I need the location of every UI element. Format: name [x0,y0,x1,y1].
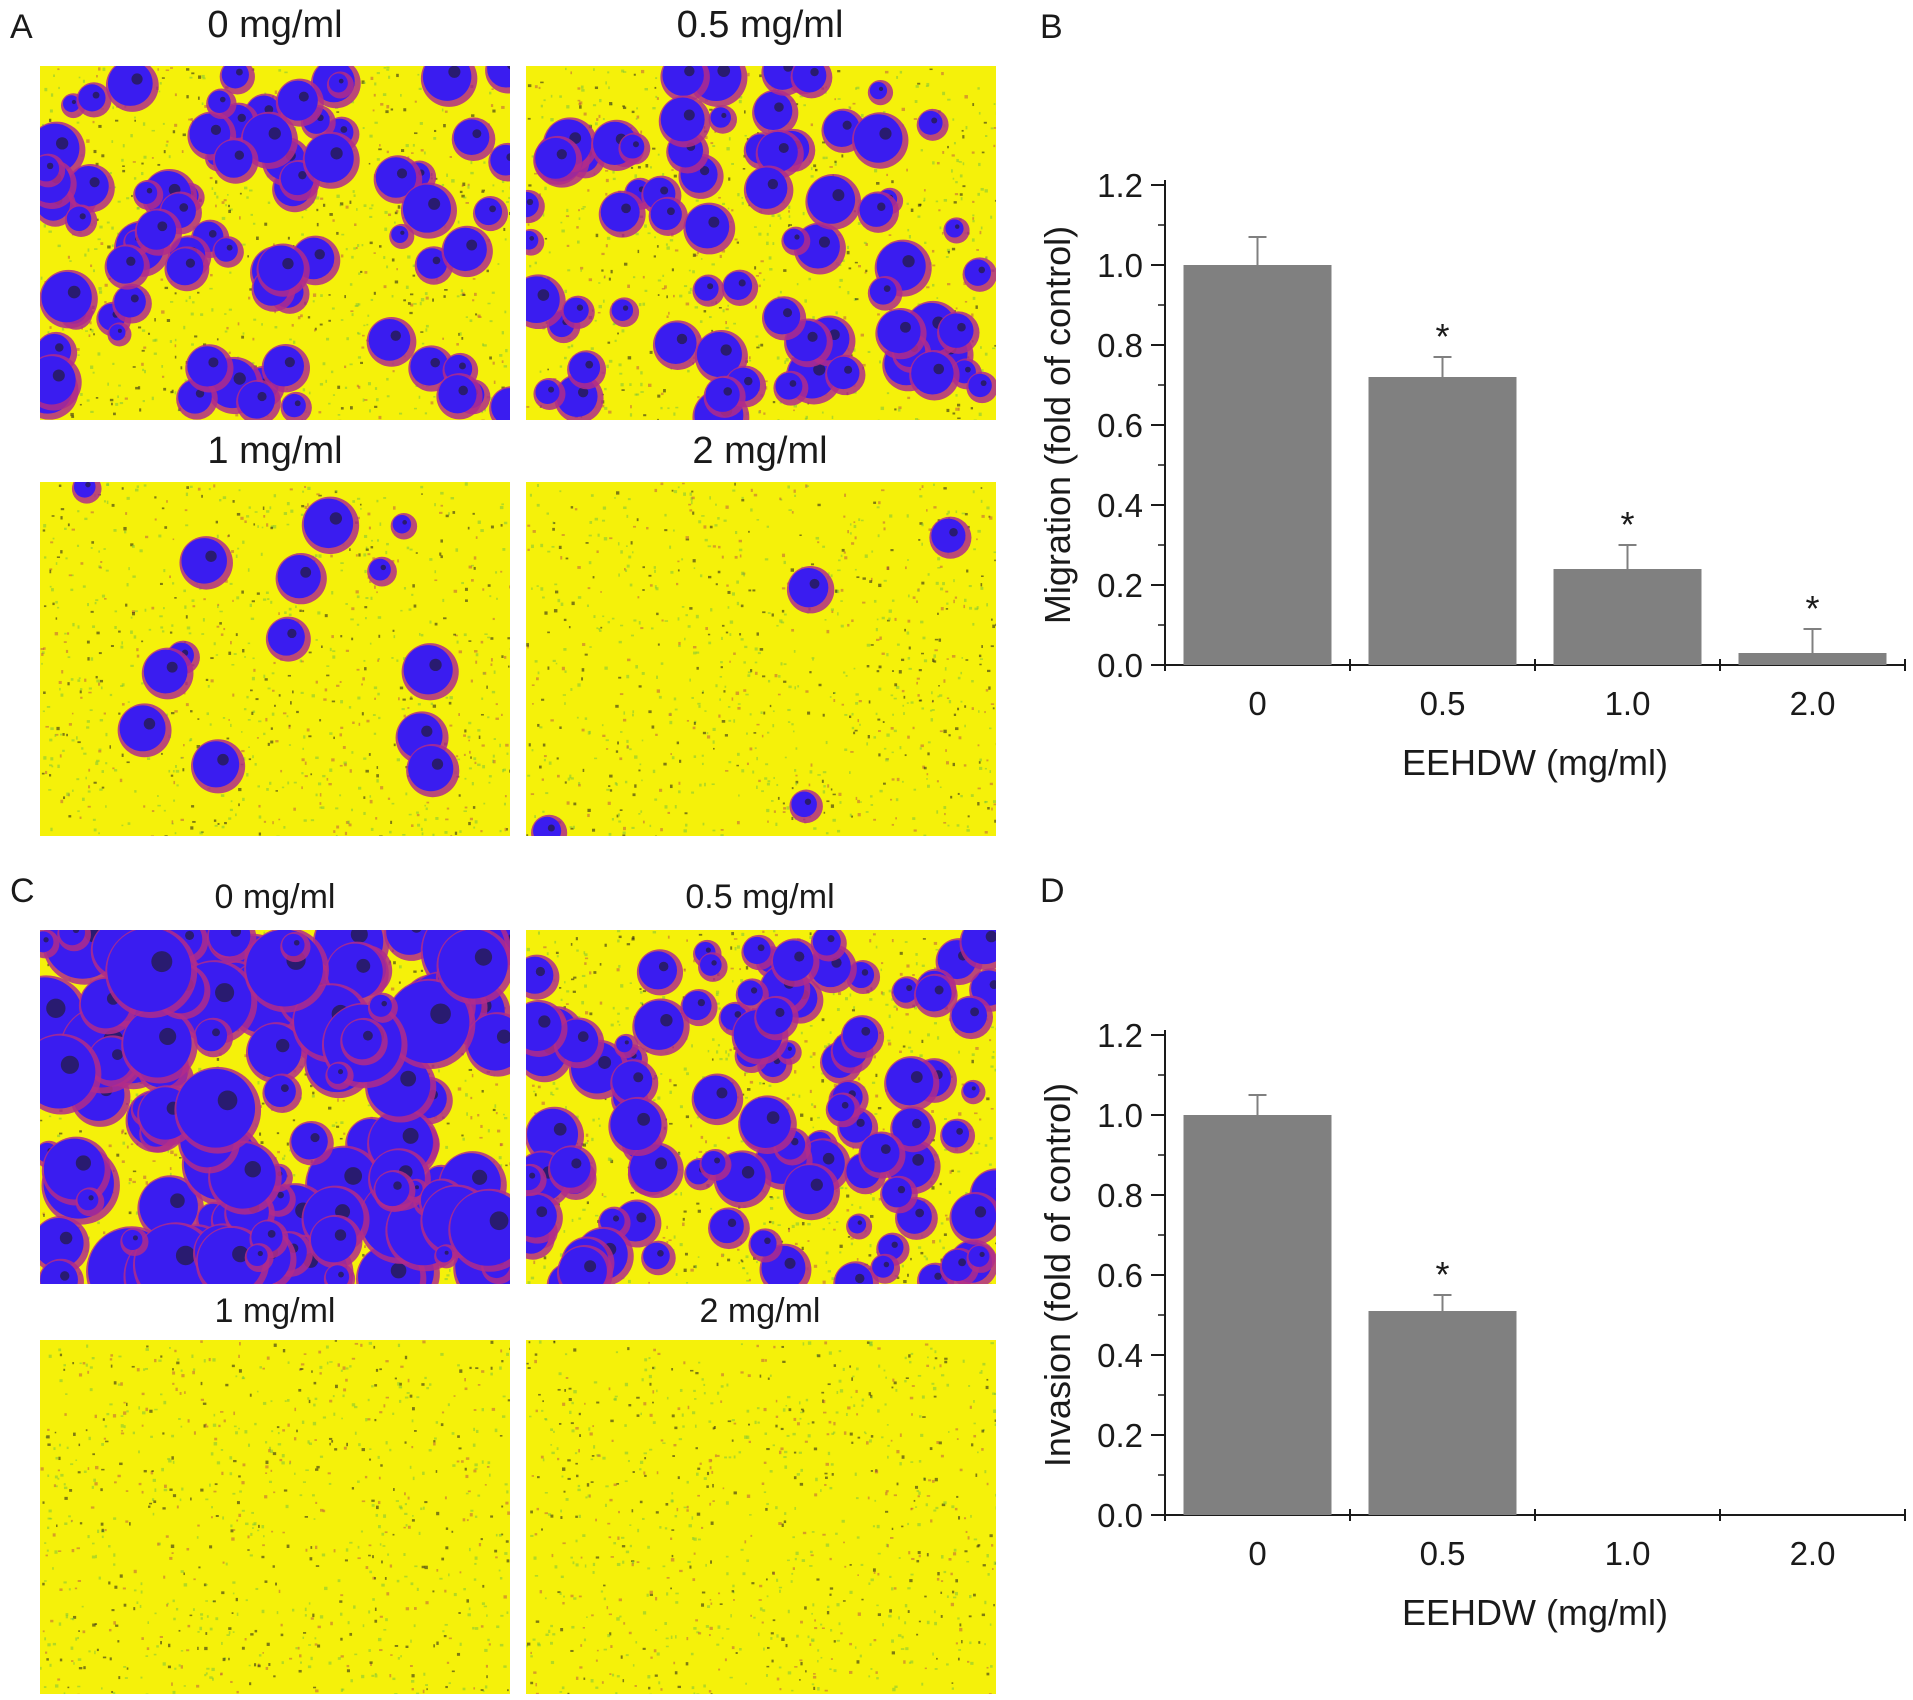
y-tick-label: 0.8 [1097,327,1143,364]
x-tick-label: 0 [1248,1535,1266,1572]
invasion-chart: 0.0 0.2 0.4 0.6 0.8 1.0 1.2 0 * 0.5 1.0 2.0 EEHDW (m… [1010,1000,1910,1650]
micrograph-texture [526,930,996,1284]
micrograph-c3 [40,1340,510,1694]
image-caption-c3: 1 mg/ml [214,1292,336,1330]
micrograph-texture [526,66,996,420]
significance-marker: * [1435,316,1449,357]
y-tick-label: 0.4 [1097,1337,1143,1374]
x-tick-label: 1.0 [1605,685,1651,722]
y-tick-label: 0.2 [1097,567,1143,604]
panel-letter-c: C [10,872,35,910]
micrograph-c2 [526,930,996,1284]
y-axis-title: Invasion (fold of control) [1037,1083,1078,1467]
x-axis-title: EEHDW (mg/ml) [1402,742,1668,783]
x-axis-title: EEHDW (mg/ml) [1402,1592,1668,1633]
micrograph-c4 [526,1340,996,1694]
image-caption-c4: 2 mg/ml [699,1292,821,1330]
y-tick-label: 0.2 [1097,1417,1143,1454]
image-caption-a4: 2 mg/ml [692,430,828,472]
y-axis-title: Migration (fold of control) [1037,226,1078,624]
micrograph-a4 [526,482,996,836]
x-tick-label: 0.5 [1420,1535,1466,1572]
significance-marker: * [1620,504,1634,545]
x-tick-label: 0.5 [1420,685,1466,722]
panel-letter-d: D [1040,872,1065,910]
y-tick-label: 0.6 [1097,407,1143,444]
x-tick-label: 2.0 [1790,685,1836,722]
micrograph-c1 [40,930,510,1284]
bar [1368,377,1517,665]
y-tick-label: 0.8 [1097,1177,1143,1214]
micrograph-a3 [40,482,510,836]
bar [1183,265,1332,665]
y-tick-label: 0.6 [1097,1257,1143,1294]
bar [1738,653,1887,665]
y-tick-label: 1.0 [1097,1097,1143,1134]
micrograph-texture [40,66,510,420]
bar [1368,1311,1517,1515]
x-tick-label: 2.0 [1790,1535,1836,1572]
significance-marker: * [1435,1254,1449,1295]
micrograph-texture [526,482,996,836]
y-tick-label: 0.0 [1097,647,1143,684]
micrograph-texture [40,1340,510,1694]
image-caption-c1: 0 mg/ml [214,878,336,916]
y-tick-label: 1.0 [1097,247,1143,284]
panel-letter-b: B [1040,8,1063,46]
micrograph-a1 [40,66,510,420]
bar [1553,569,1702,665]
micrograph-texture [526,1340,996,1694]
micrograph-texture [40,482,510,836]
image-caption-c2: 0.5 mg/ml [685,878,835,916]
x-tick-label: 1.0 [1605,1535,1651,1572]
y-tick-label: 1.2 [1097,167,1143,204]
x-tick-label: 0 [1248,685,1266,722]
bar [1183,1115,1332,1515]
migration-chart: 0.0 0.2 0.4 0.6 0.8 1.0 1.2 0 * 0.5 * 1.0 * 2.0 EEHDW … [1010,150,1910,800]
migration-chart-svg: 0.0 0.2 0.4 0.6 0.8 1.0 1.2 0 * 0.5 * 1.0 * 2.0 EEHDW … [1037,167,1906,783]
micrograph-texture [40,930,510,1284]
panel-letter-a: A [10,8,33,46]
significance-marker: * [1805,588,1819,629]
invasion-chart-svg: 0.0 0.2 0.4 0.6 0.8 1.0 1.2 0 * 0.5 1.0 2.0 EEHDW (m… [1037,1017,1906,1633]
y-tick-label: 0.0 [1097,1497,1143,1534]
image-caption-a3: 1 mg/ml [207,430,343,472]
y-tick-label: 1.2 [1097,1017,1143,1054]
y-tick-label: 0.4 [1097,487,1143,524]
micrograph-a2 [526,66,996,420]
image-caption-a1: 0 mg/ml [207,4,343,46]
image-caption-a2: 0.5 mg/ml [676,4,844,46]
